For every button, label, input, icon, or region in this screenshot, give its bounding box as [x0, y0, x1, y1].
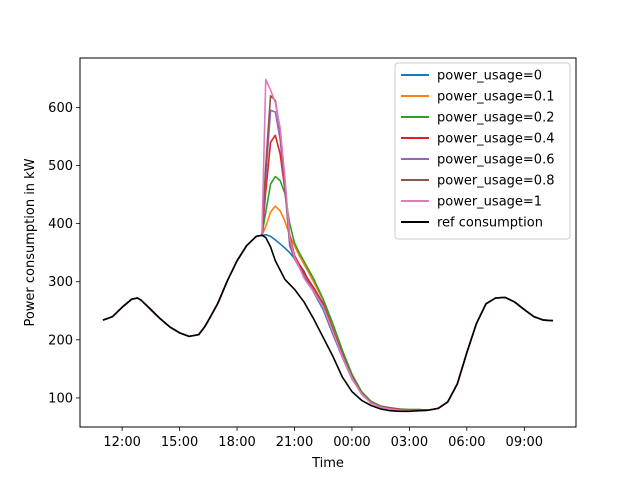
legend-label: power_usage=0.4 [437, 132, 554, 147]
legend-label: power_usage=0.1 [437, 90, 554, 105]
legend-label: power_usage=0 [437, 69, 542, 84]
x-tick-label: 18:00 [218, 435, 255, 450]
y-tick-label: 300 [48, 275, 73, 290]
y-tick-label: 100 [48, 391, 73, 406]
plot-lines [102, 78, 554, 413]
x-axis-title: Time [311, 456, 344, 471]
y-axis: 100 200 300 400 500 600 [48, 101, 80, 406]
y-tick-label: 200 [48, 333, 73, 348]
plot-frame [79, 57, 577, 428]
x-tick-label: 06:00 [448, 435, 485, 450]
legend-box [394, 62, 571, 240]
y-tick-label: 500 [48, 159, 73, 174]
legend-label: power_usage=1 [437, 195, 542, 210]
legend-label: power_usage=0.8 [437, 174, 554, 189]
legend: power_usage=0 power_usage=0.1 power_usage=… [394, 62, 571, 240]
y-axis-title: Power consumption in kW [23, 158, 38, 326]
x-tick-label: 03:00 [391, 435, 428, 450]
x-tick-label: 09:00 [506, 435, 543, 450]
x-tick-label: 15:00 [161, 435, 198, 450]
x-tick-label: 12:00 [103, 435, 140, 450]
y-tick-label: 400 [48, 217, 73, 232]
legend-label: power_usage=0.2 [437, 111, 554, 126]
x-tick-label: 21:00 [276, 435, 313, 450]
legend-label: ref consumption [437, 216, 543, 231]
legend-label: power_usage=0.6 [437, 153, 554, 168]
y-tick-label: 600 [48, 101, 73, 116]
x-axis: 12:00 15:00 18:00 21:00 00:00 03:00 06:00 09:00 [103, 427, 543, 450]
reference-line [102, 234, 554, 413]
x-tick-label: 00:00 [333, 435, 370, 450]
